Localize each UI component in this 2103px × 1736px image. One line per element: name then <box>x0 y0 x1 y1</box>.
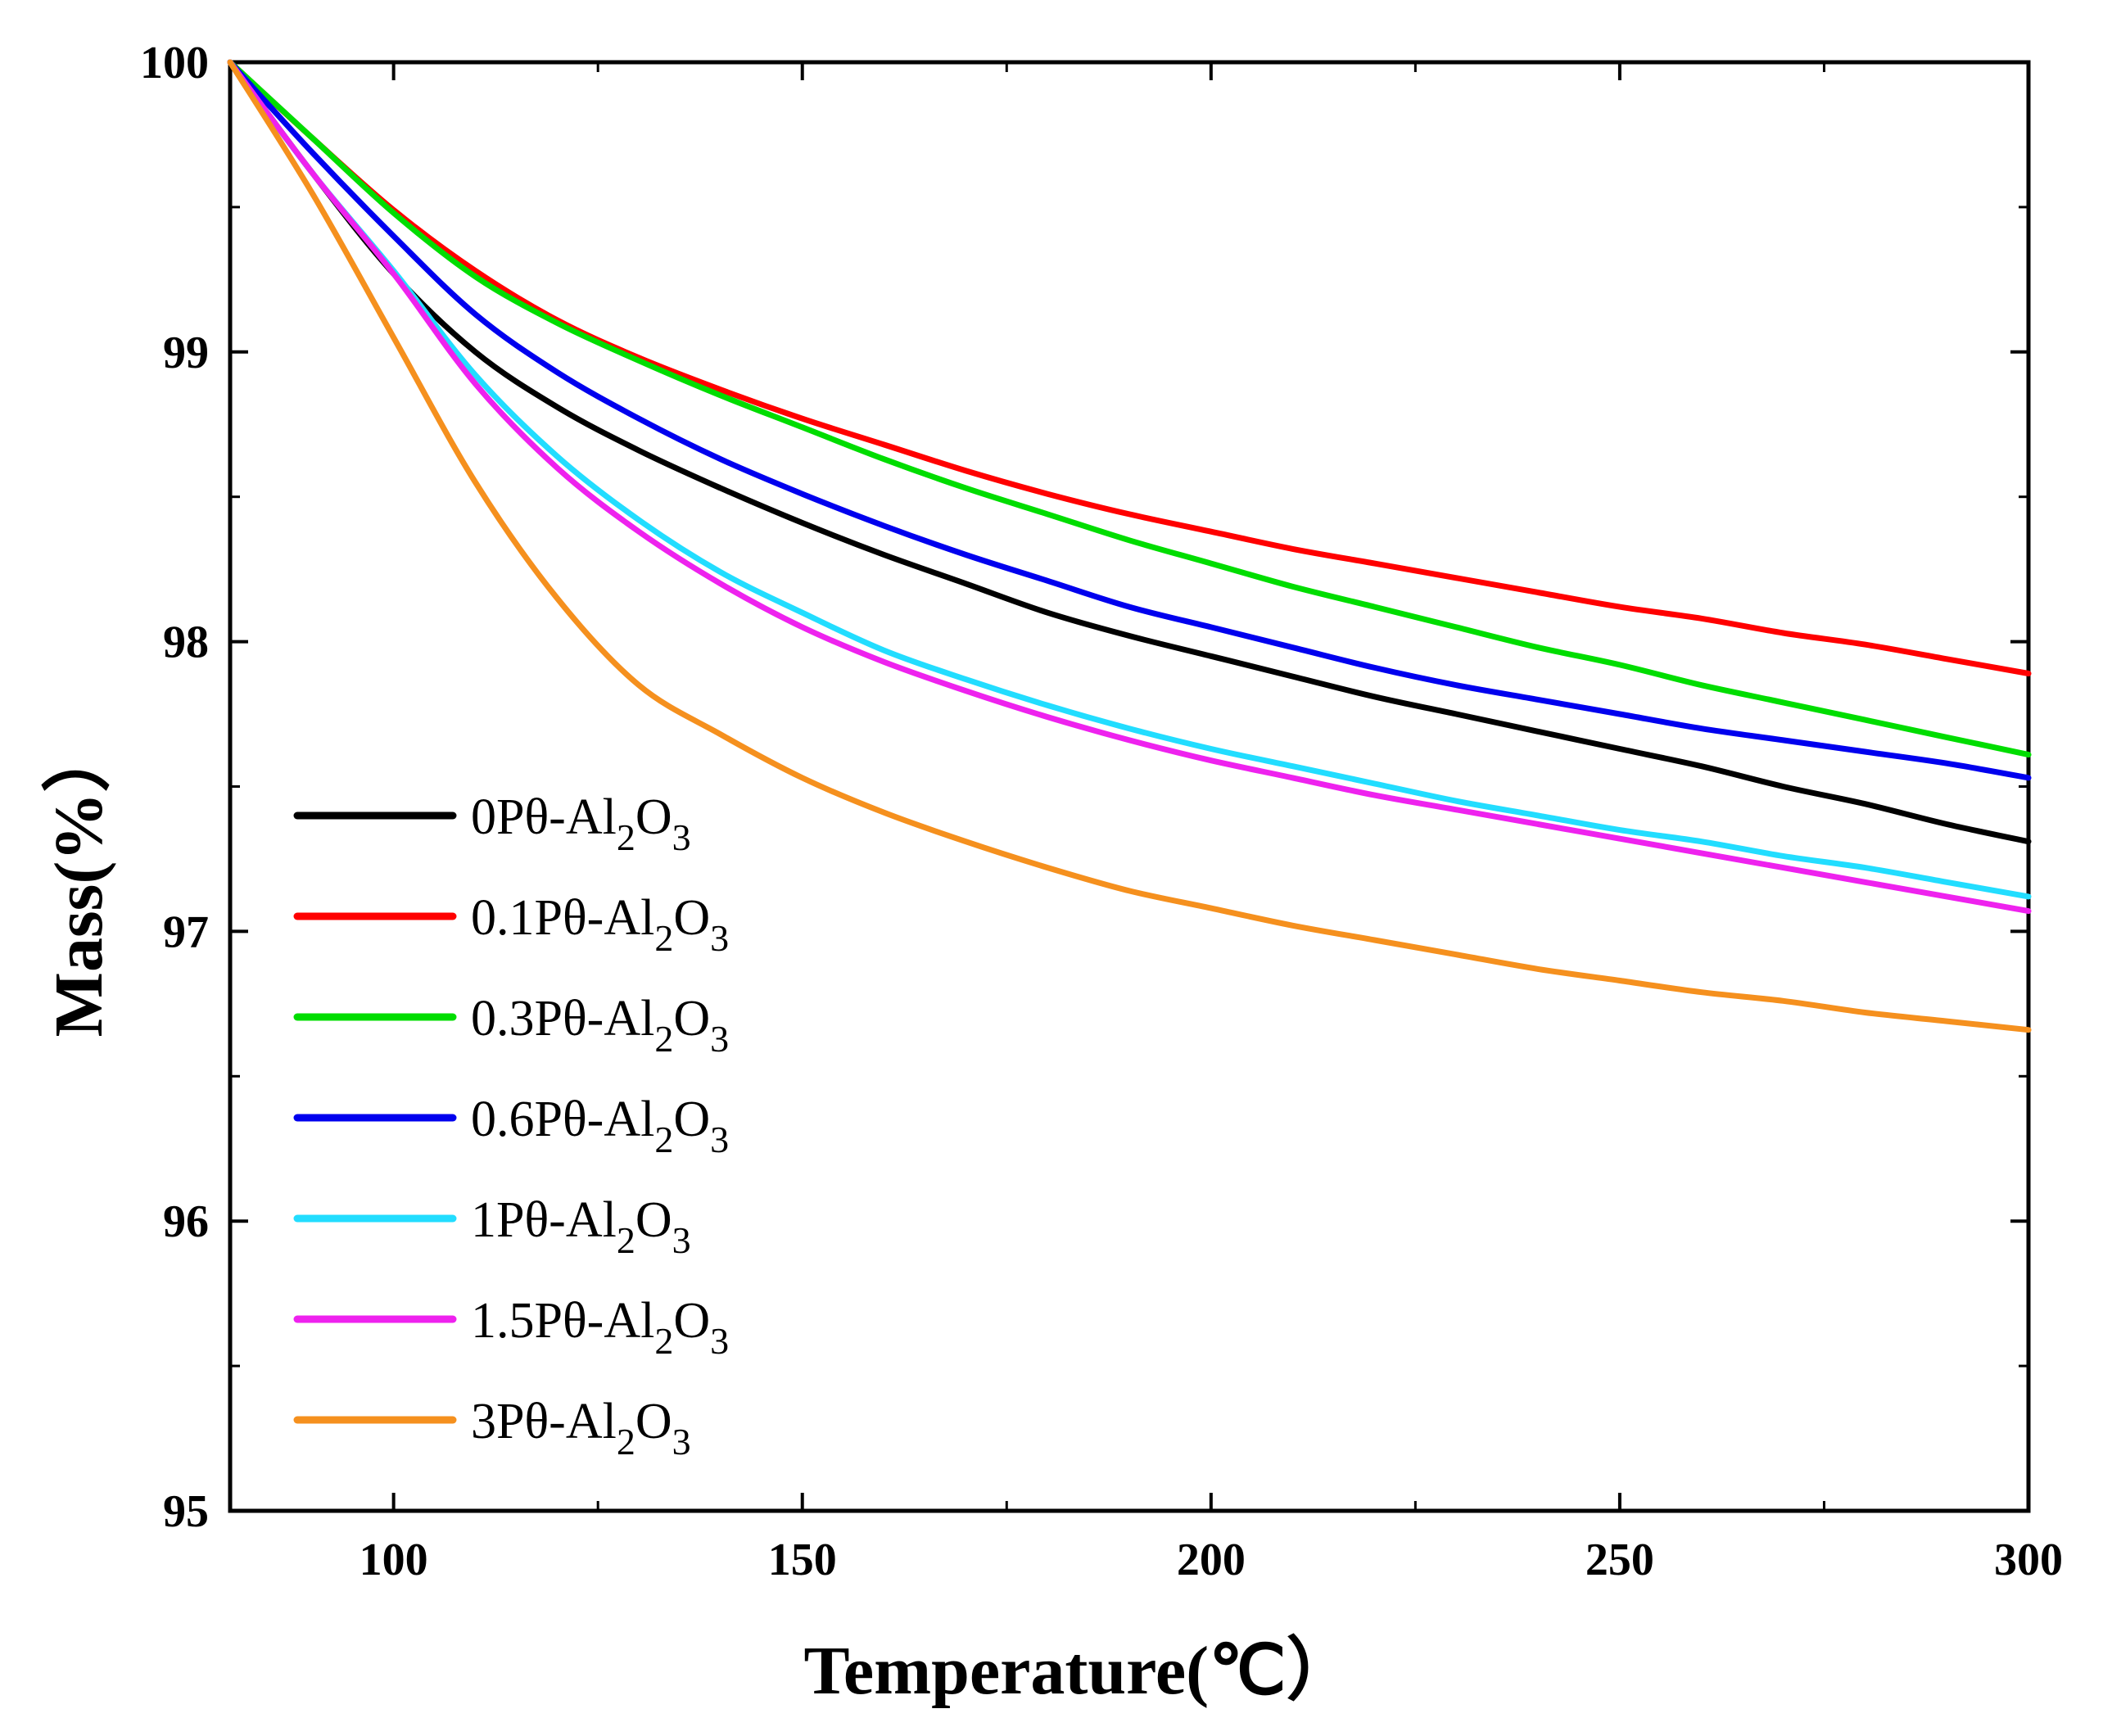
y-tick-label: 96 <box>163 1196 209 1247</box>
legend-label-part: 0.6Pθ-Al <box>471 1092 654 1147</box>
legend-label-part: O <box>635 1192 672 1248</box>
legend-label-part: 3 <box>672 1219 691 1261</box>
legend-label-6: 3Pθ-Al2O3 <box>471 1394 691 1462</box>
y-tick-label: 95 <box>163 1486 209 1537</box>
legend-label-part: 3 <box>672 816 691 858</box>
x-tick-label: 100 <box>360 1535 428 1585</box>
legend-label-part: O <box>635 789 672 845</box>
legend-label-part: 3 <box>710 917 729 959</box>
legend-label-part: 2 <box>654 1320 673 1362</box>
y-axis: 95 96 97 98 99 100 <box>140 38 2028 1537</box>
x-axis: 100 150 200 250 300 <box>360 62 2063 1585</box>
legend-label-part: 2 <box>617 1219 635 1261</box>
series-line-5 <box>227 59 2032 915</box>
legend-label-part: 2 <box>654 1119 673 1160</box>
x-axis-title: Temperature(℃） <box>804 1633 1355 1709</box>
legend: 0Pθ-Al2O30.1Pθ-Al2O30.3Pθ-Al2O30.6Pθ-Al2… <box>293 789 729 1462</box>
x-tick-label: 250 <box>1585 1535 1654 1585</box>
y-axis-title: Mass(%） <box>41 724 117 1038</box>
legend-label-part: 2 <box>654 1018 673 1060</box>
series-line-2 <box>227 59 2032 758</box>
legend-label-0: 0Pθ-Al2O3 <box>471 789 691 858</box>
series-lines <box>227 59 2032 1033</box>
legend-label-part: O <box>673 991 710 1047</box>
y-tick-label: 98 <box>163 617 209 668</box>
y-tick-label: 97 <box>163 906 209 957</box>
series-line-0 <box>227 59 2032 845</box>
series-line-4 <box>227 59 2032 900</box>
legend-label-4: 1Pθ-Al2O3 <box>471 1192 691 1261</box>
legend-label-part: O <box>635 1394 672 1449</box>
legend-label-part: 2 <box>654 917 673 959</box>
legend-label-part: 1Pθ-Al <box>471 1192 617 1248</box>
legend-label-part: O <box>673 890 710 946</box>
legend-label-part: 2 <box>617 1421 635 1462</box>
legend-label-part: 3 <box>672 1421 691 1462</box>
legend-label-part: 3Pθ-Al <box>471 1394 617 1449</box>
y-tick-label: 100 <box>140 38 209 88</box>
legend-label-1: 0.1Pθ-Al2O3 <box>471 890 729 959</box>
y-tick-label: 99 <box>163 328 209 378</box>
series-line-3 <box>227 59 2032 781</box>
legend-label-part: O <box>673 1092 710 1147</box>
series-line-1 <box>227 59 2032 676</box>
legend-label-5: 1.5Pθ-Al2O3 <box>471 1293 729 1362</box>
legend-label-part: 3 <box>710 1119 729 1160</box>
legend-label-2: 0.3Pθ-Al2O3 <box>471 991 729 1060</box>
legend-label-part: 0.3Pθ-Al <box>471 991 654 1047</box>
legend-label-part: 3 <box>710 1320 729 1362</box>
x-tick-label: 300 <box>1994 1535 2063 1585</box>
legend-label-part: O <box>673 1293 710 1349</box>
legend-label-part: 3 <box>710 1018 729 1060</box>
series-line-6 <box>227 59 2032 1033</box>
legend-label-part: 0.1Pθ-Al <box>471 890 654 946</box>
legend-label-part: 2 <box>617 816 635 858</box>
legend-label-part: 1.5Pθ-Al <box>471 1293 654 1349</box>
legend-label-part: 0Pθ-Al <box>471 789 617 845</box>
x-tick-label: 200 <box>1177 1535 1246 1585</box>
legend-label-3: 0.6Pθ-Al2O3 <box>471 1092 729 1160</box>
x-tick-label: 150 <box>768 1535 837 1585</box>
